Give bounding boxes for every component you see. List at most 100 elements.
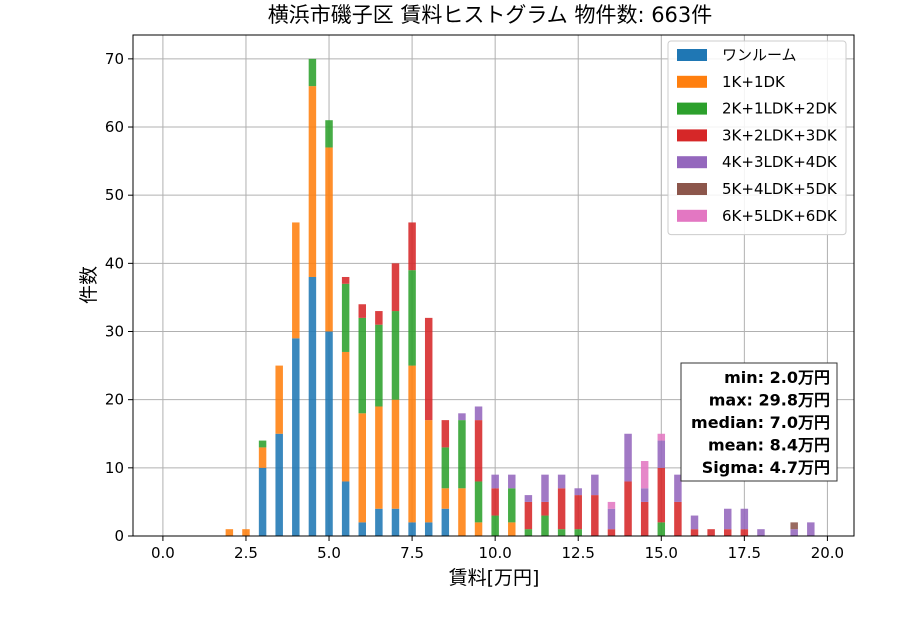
bar-series-4 — [674, 474, 682, 502]
stats-box: min: 2.0万円 max: 29.8万円 median: 7.0万円 mean: … — [680, 362, 838, 482]
bar-series-4 — [790, 529, 798, 536]
bar-series-0 — [341, 481, 350, 536]
x-tick-label: 2.5 — [234, 544, 258, 562]
bar-series-6 — [657, 433, 666, 441]
bar-series-2 — [508, 488, 516, 523]
bar-series-1 — [441, 488, 450, 509]
bar-series-0 — [441, 508, 450, 536]
bar-series-4 — [807, 522, 815, 536]
bar-series-0 — [308, 276, 317, 536]
bar-series-2 — [258, 440, 267, 448]
bar-series-0 — [408, 522, 416, 536]
legend-swatch — [677, 209, 707, 222]
bar-series-4 — [458, 413, 466, 421]
bar-series-3 — [424, 317, 433, 421]
bar-series-1 — [242, 529, 250, 536]
bar-series-4 — [474, 406, 483, 421]
legend-swatch — [677, 129, 707, 142]
bar-series-0 — [391, 508, 400, 536]
bar-series-2 — [557, 529, 566, 536]
bar-series-2 — [375, 324, 383, 407]
bar-series-1 — [408, 365, 416, 523]
legend-label: 2K+1LDK+2DK — [722, 100, 838, 118]
bar-series-2 — [657, 522, 666, 536]
bar-series-3 — [740, 529, 749, 536]
bar-series-3 — [358, 304, 366, 318]
bar-series-0 — [258, 467, 267, 536]
bar-series-4 — [508, 474, 516, 489]
x-axis-ticks: 0.0 2.5 5.0 7.5 10.0 12.5 15.0 17.5 20.0 — [151, 536, 844, 562]
bar-series-3 — [724, 529, 732, 536]
bar-series-4 — [690, 515, 699, 530]
bar-series-4 — [591, 474, 599, 496]
y-tick-label: 0 — [114, 527, 124, 545]
bar-series-2 — [474, 481, 483, 523]
y-tick-label: 30 — [105, 323, 124, 341]
bar-series-0 — [275, 433, 283, 536]
bar-series-3 — [375, 311, 383, 325]
bar-series-3 — [574, 495, 582, 530]
bar-series-2 — [458, 420, 466, 489]
bar-series-4 — [640, 488, 649, 502]
bar-series-2 — [441, 447, 450, 489]
bar-series-1 — [358, 413, 366, 523]
stats-line: median: 7.0万円 — [691, 413, 830, 432]
bar-series-4 — [491, 474, 499, 489]
y-tick-label: 60 — [105, 118, 124, 136]
y-axis-ticks: 0 10 20 30 40 50 60 70 — [105, 50, 133, 545]
bars-group — [225, 58, 815, 536]
bar-series-1 — [292, 222, 300, 339]
bar-series-3 — [624, 481, 632, 536]
bar-series-3 — [391, 263, 400, 312]
stats-frame — [680, 362, 838, 482]
bar-series-4 — [607, 508, 616, 530]
bar-series-1 — [375, 406, 383, 509]
bar-series-3 — [491, 488, 499, 516]
bar-series-1 — [508, 522, 516, 536]
bar-series-3 — [591, 495, 599, 536]
bar-series-2 — [325, 120, 333, 148]
bar-series-5 — [790, 522, 798, 530]
bar-series-1 — [341, 351, 350, 482]
legend-label: 6K+5LDK+6DK — [722, 207, 838, 225]
bar-series-2 — [358, 317, 366, 414]
bar-series-4 — [541, 474, 549, 502]
y-tick-label: 10 — [105, 459, 124, 477]
bar-series-4 — [557, 474, 566, 489]
legend-label: ワンルーム — [722, 46, 797, 64]
bar-series-2 — [524, 529, 533, 536]
stats-line: max: 29.8万円 — [709, 391, 830, 410]
bar-series-2 — [308, 58, 317, 87]
bar-series-1 — [458, 488, 466, 536]
bar-series-0 — [292, 338, 300, 536]
bar-series-1 — [258, 447, 267, 468]
bar-series-4 — [724, 508, 732, 530]
y-tick-label: 40 — [105, 254, 124, 272]
x-tick-label: 20.0 — [811, 544, 844, 562]
x-tick-label: 12.5 — [562, 544, 595, 562]
x-tick-label: 0.0 — [151, 544, 175, 562]
bar-series-3 — [640, 501, 649, 536]
bar-series-1 — [474, 522, 483, 536]
bar-series-3 — [657, 467, 666, 523]
x-tick-label: 17.5 — [728, 544, 761, 562]
bar-series-3 — [524, 501, 533, 530]
bar-series-0 — [325, 331, 333, 536]
x-tick-label: 7.5 — [400, 544, 424, 562]
plot-frame — [132, 34, 855, 537]
legend-swatch — [677, 75, 707, 88]
legend: ワンルーム 1K+1DK 2K+1LDK+2DK 3K+2LDK+3DK 4K+3LDK… — [667, 40, 847, 236]
bar-series-2 — [391, 311, 400, 400]
bar-series-0 — [424, 522, 433, 536]
stats-line: mean: 8.4万円 — [708, 436, 830, 455]
x-tick-label: 10.0 — [478, 544, 511, 562]
bar-series-3 — [541, 501, 549, 516]
x-tick-label: 5.0 — [317, 544, 341, 562]
bar-series-3 — [408, 222, 416, 271]
legend-swatch — [677, 183, 707, 195]
bar-series-6 — [640, 461, 649, 489]
bar-series-2 — [541, 515, 549, 536]
x-tick-label: 15.0 — [645, 544, 678, 562]
